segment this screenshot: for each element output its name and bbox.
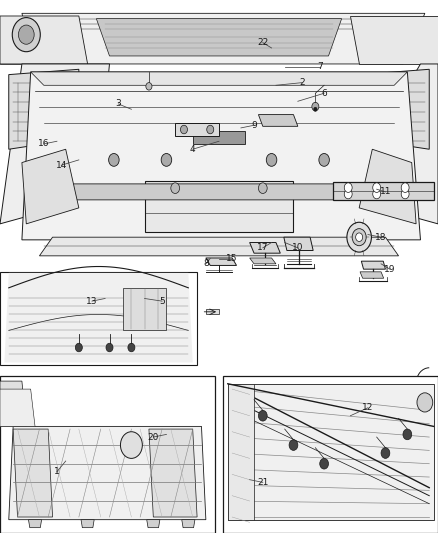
Polygon shape	[258, 115, 298, 126]
Circle shape	[381, 448, 390, 458]
Text: 22: 22	[257, 38, 268, 47]
Text: 12: 12	[362, 403, 374, 412]
Polygon shape	[223, 376, 438, 533]
Text: 8: 8	[203, 260, 209, 268]
Circle shape	[403, 429, 412, 440]
Polygon shape	[22, 72, 420, 240]
Circle shape	[373, 183, 381, 192]
Text: 4: 4	[190, 145, 195, 154]
Polygon shape	[228, 384, 434, 520]
Circle shape	[146, 83, 152, 90]
Text: 2: 2	[300, 78, 305, 87]
Circle shape	[344, 183, 352, 192]
Circle shape	[180, 125, 187, 134]
Polygon shape	[182, 520, 195, 528]
Text: 7: 7	[317, 62, 323, 71]
Polygon shape	[149, 429, 197, 517]
Text: 16: 16	[38, 140, 49, 148]
Polygon shape	[342, 64, 438, 224]
Polygon shape	[361, 261, 385, 269]
Circle shape	[373, 189, 381, 199]
Text: 18: 18	[375, 233, 387, 241]
Circle shape	[320, 458, 328, 469]
Polygon shape	[0, 389, 35, 426]
Circle shape	[314, 107, 317, 111]
Polygon shape	[96, 19, 342, 56]
Text: 11: 11	[380, 188, 391, 196]
Circle shape	[128, 343, 135, 352]
Text: 9: 9	[251, 121, 257, 130]
Polygon shape	[228, 384, 254, 520]
Polygon shape	[31, 72, 407, 85]
Polygon shape	[175, 123, 219, 136]
Ellipse shape	[48, 469, 83, 490]
Circle shape	[258, 183, 267, 193]
Polygon shape	[147, 520, 160, 528]
Polygon shape	[206, 258, 237, 265]
Circle shape	[12, 18, 40, 52]
Text: 19: 19	[384, 265, 396, 273]
Polygon shape	[250, 258, 276, 264]
Polygon shape	[123, 288, 166, 330]
Polygon shape	[22, 13, 425, 64]
Polygon shape	[359, 149, 416, 224]
Circle shape	[171, 183, 180, 193]
Polygon shape	[81, 520, 94, 528]
Circle shape	[289, 440, 298, 450]
Polygon shape	[0, 0, 438, 266]
Text: 14: 14	[56, 161, 67, 169]
Circle shape	[258, 410, 267, 421]
Text: 1: 1	[54, 467, 60, 476]
Text: 20: 20	[148, 433, 159, 441]
Text: 5: 5	[159, 297, 165, 305]
Text: 13: 13	[86, 297, 98, 305]
Circle shape	[161, 154, 172, 166]
Polygon shape	[9, 69, 79, 149]
Polygon shape	[0, 64, 110, 224]
Circle shape	[266, 154, 277, 166]
Text: 17: 17	[257, 244, 268, 252]
Circle shape	[356, 233, 363, 241]
Circle shape	[344, 189, 352, 199]
Polygon shape	[360, 272, 384, 278]
Circle shape	[106, 343, 113, 352]
Polygon shape	[28, 520, 42, 528]
Polygon shape	[39, 237, 399, 256]
Polygon shape	[9, 426, 206, 520]
Polygon shape	[350, 16, 438, 64]
Text: 15: 15	[226, 254, 238, 263]
Ellipse shape	[105, 469, 140, 490]
Polygon shape	[22, 149, 79, 224]
Polygon shape	[193, 131, 245, 144]
Circle shape	[319, 154, 329, 166]
Text: 21: 21	[257, 478, 268, 487]
Circle shape	[109, 154, 119, 166]
Polygon shape	[333, 182, 434, 200]
Circle shape	[120, 432, 142, 458]
Polygon shape	[0, 376, 215, 533]
Circle shape	[75, 343, 82, 352]
Polygon shape	[359, 69, 429, 149]
Circle shape	[207, 125, 214, 134]
Circle shape	[401, 183, 409, 192]
FancyBboxPatch shape	[0, 272, 197, 365]
Text: 10: 10	[292, 244, 304, 252]
Polygon shape	[284, 237, 313, 251]
Circle shape	[18, 25, 34, 44]
Polygon shape	[13, 429, 53, 517]
Polygon shape	[0, 16, 88, 64]
Circle shape	[352, 229, 366, 246]
Text: 3: 3	[115, 100, 121, 108]
Circle shape	[347, 222, 371, 252]
Text: 6: 6	[321, 89, 327, 98]
Polygon shape	[250, 243, 280, 253]
Circle shape	[401, 189, 409, 199]
Polygon shape	[145, 181, 293, 232]
Circle shape	[417, 393, 433, 412]
Circle shape	[312, 102, 319, 111]
Polygon shape	[44, 184, 394, 200]
Polygon shape	[206, 309, 219, 314]
Polygon shape	[4, 273, 193, 362]
Polygon shape	[0, 381, 26, 426]
